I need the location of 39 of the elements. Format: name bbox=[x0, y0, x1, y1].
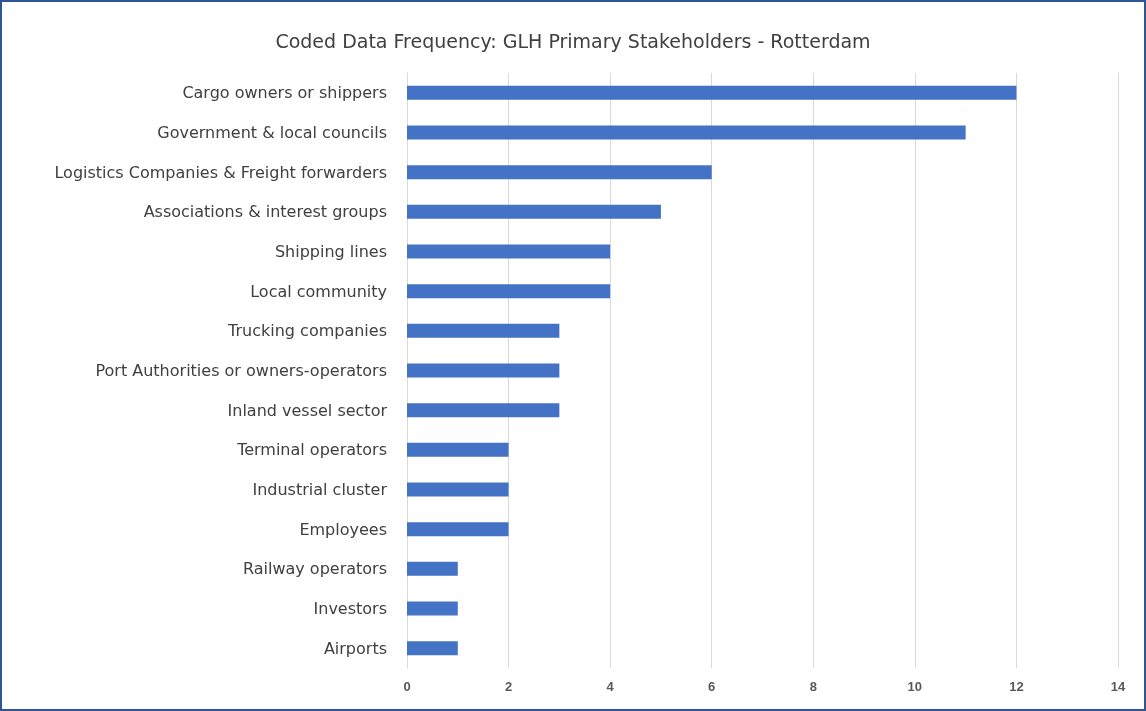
y-tick-label: Logistics Companies & Freight forwarders bbox=[54, 162, 387, 182]
y-tick-label: Industrial cluster bbox=[252, 480, 388, 499]
y-tick-label: Port Authorities or owners-operators bbox=[95, 361, 387, 380]
x-tick-label: 4 bbox=[606, 679, 615, 694]
y-tick-label: Railway operators bbox=[242, 559, 387, 579]
x-tick-label: 2 bbox=[504, 679, 513, 694]
y-tick-label: Airports bbox=[323, 638, 387, 658]
bar bbox=[407, 403, 560, 418]
y-tick-label: Associations & interest groups bbox=[143, 202, 387, 222]
bar bbox=[407, 244, 611, 259]
bar bbox=[407, 641, 458, 656]
y-tick-label: Local community bbox=[250, 281, 387, 301]
x-tick-label: 0 bbox=[403, 679, 411, 694]
x-tick-label: 12 bbox=[1009, 679, 1024, 694]
bar bbox=[407, 204, 661, 219]
bar bbox=[407, 363, 560, 378]
x-tick-label: 14 bbox=[1110, 679, 1126, 694]
x-tick-label: 6 bbox=[708, 679, 716, 694]
bar bbox=[407, 165, 712, 180]
y-tick-label: Trucking companies bbox=[227, 321, 387, 341]
bar bbox=[407, 323, 560, 338]
y-tick-label: Inland vessel sector bbox=[227, 400, 388, 420]
bar bbox=[407, 125, 966, 140]
chart-title: Coded Data Frequency: GLH Primary Stakeholders - Rotterdam bbox=[275, 29, 871, 52]
bar bbox=[407, 482, 509, 497]
y-tick-label: Cargo owners or shippers bbox=[182, 83, 387, 103]
y-tick-label: Investors bbox=[313, 599, 387, 618]
y-tick-label: Terminal operators bbox=[236, 440, 387, 460]
bar bbox=[407, 442, 509, 457]
bar bbox=[407, 284, 611, 299]
y-tick-label: Government & local councils bbox=[157, 123, 387, 142]
y-tick-label: Shipping lines bbox=[274, 242, 387, 261]
y-tick-label: Employees bbox=[299, 519, 387, 539]
x-tick-label: 10 bbox=[907, 679, 923, 694]
bar bbox=[407, 522, 509, 537]
bar bbox=[407, 561, 458, 576]
bar bbox=[407, 601, 458, 616]
bar bbox=[407, 85, 1017, 100]
x-tick-label: 8 bbox=[809, 679, 817, 694]
